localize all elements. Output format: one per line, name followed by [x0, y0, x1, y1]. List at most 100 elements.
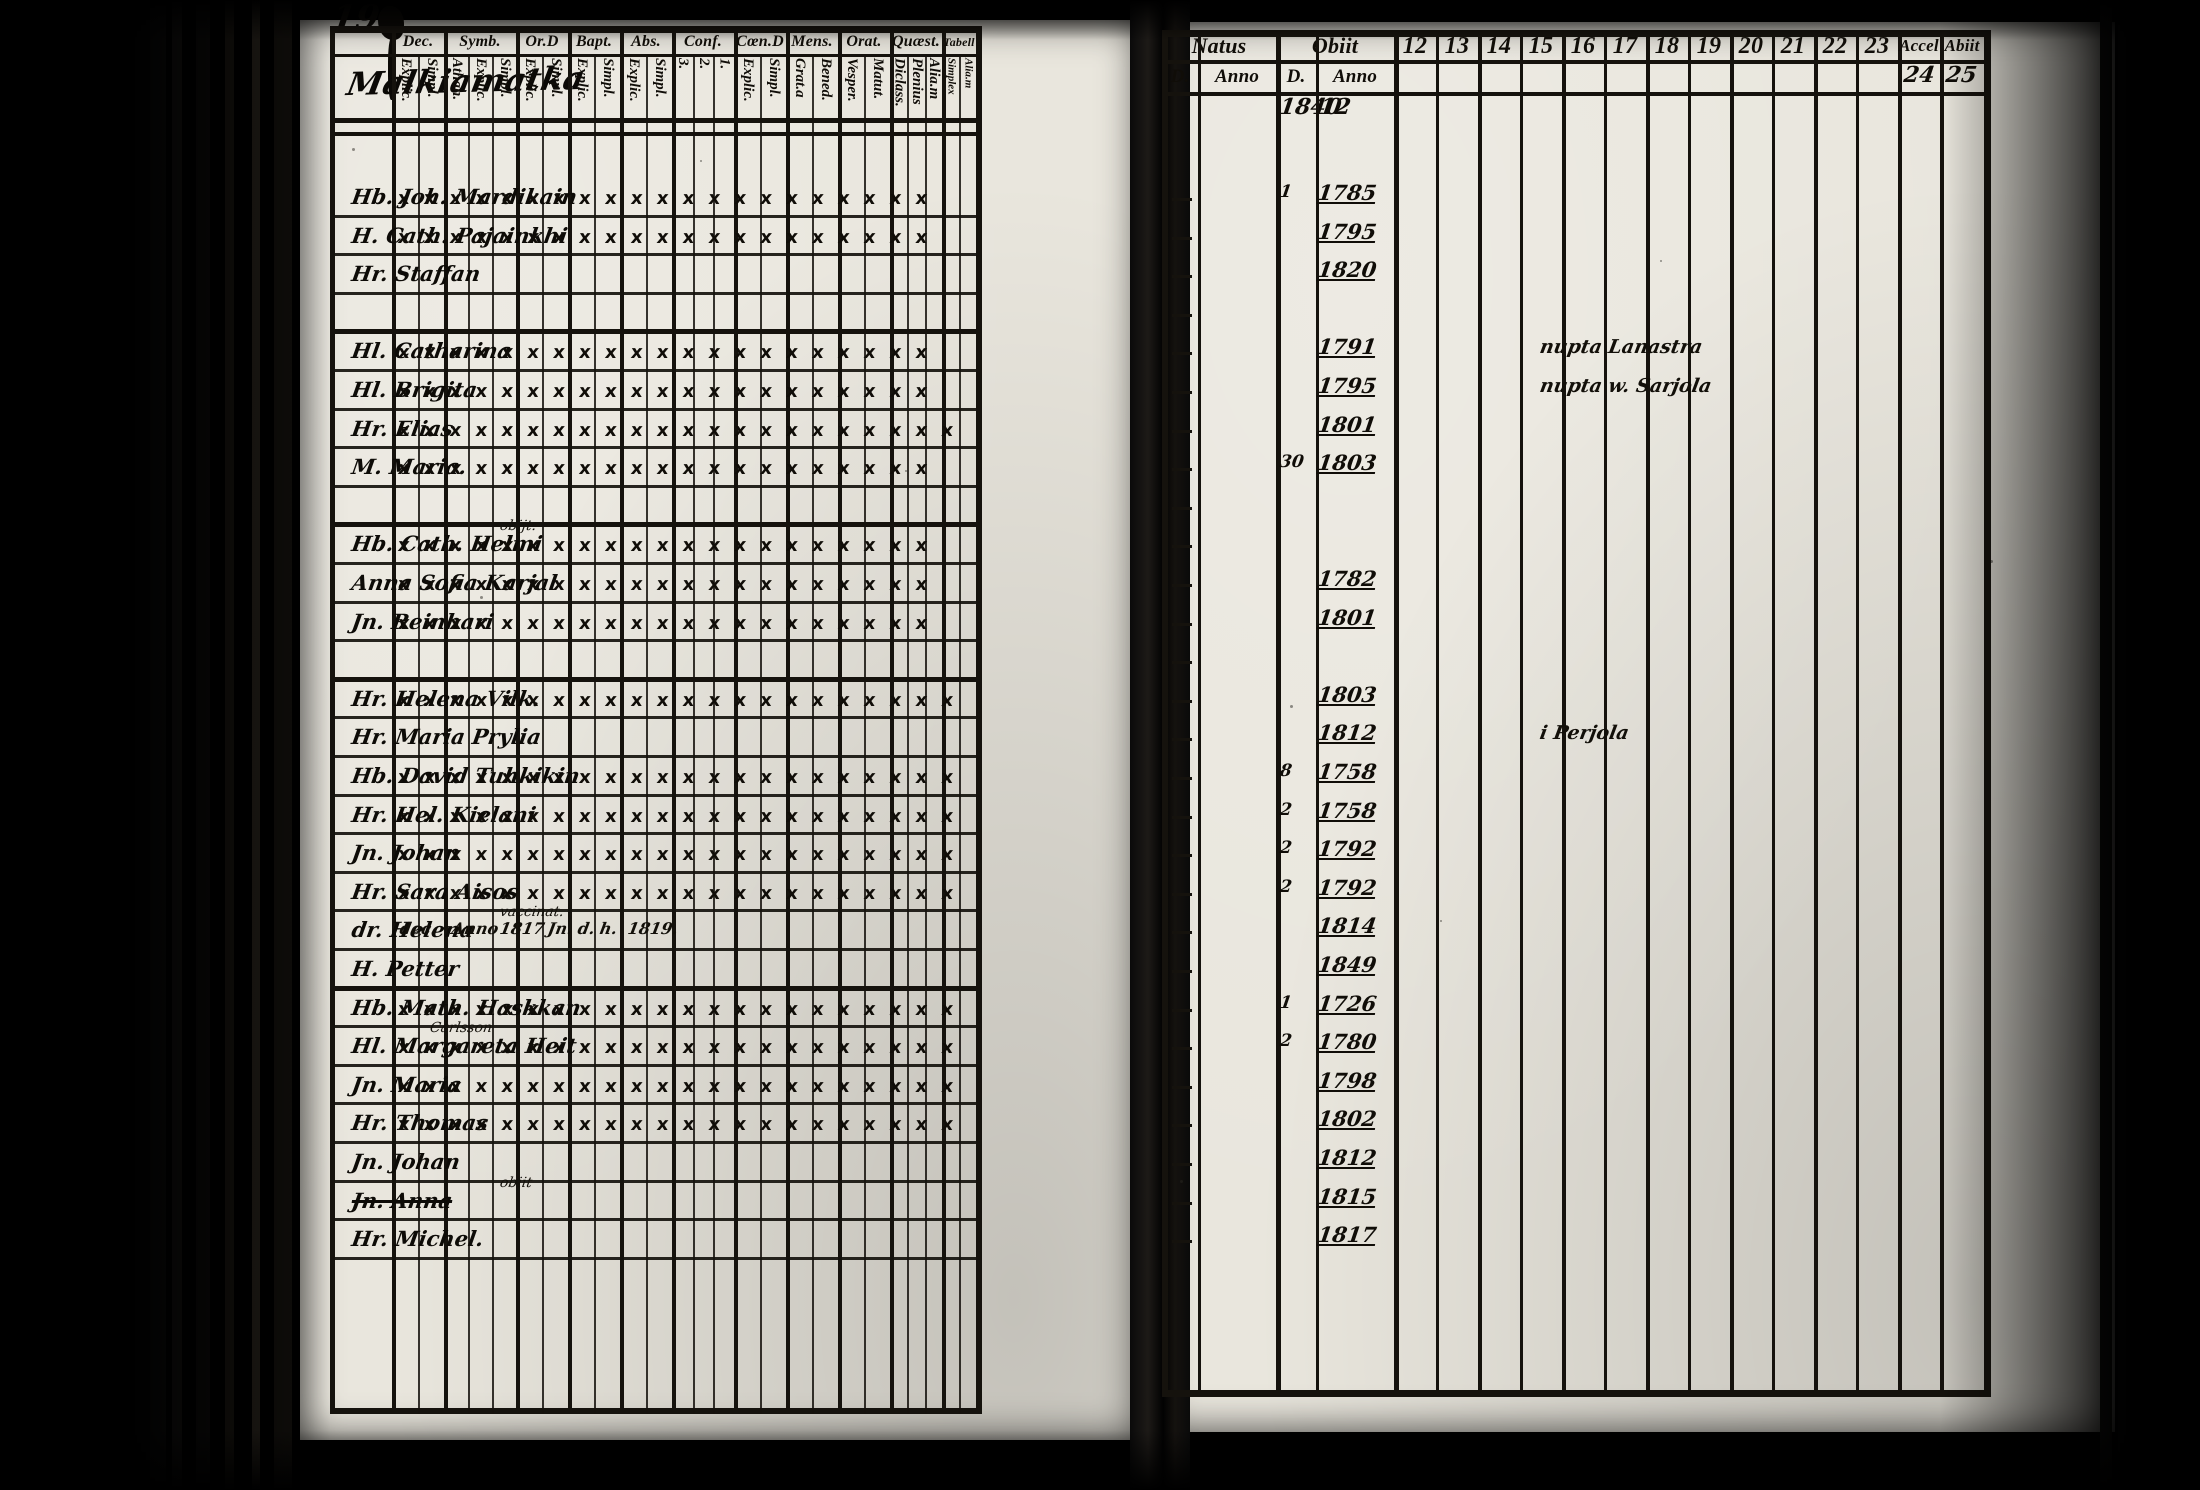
row-natus-dash-15: [1172, 777, 1192, 780]
table-right-border: [976, 26, 982, 1414]
row-rule-18: [334, 909, 976, 913]
column-subheader-Orat-1: Matut.: [869, 58, 886, 100]
row-natus-dash-1: [1172, 236, 1192, 240]
binding-board-left-inner: [150, 0, 166, 1490]
row-natus-dash-6: [1172, 429, 1192, 433]
paper-speck-8: [1180, 1180, 1183, 1183]
row-attendance-marks-23: x x x x x x x x x x x x x x x x x x x x …: [396, 1075, 959, 1097]
row-birth-year-5: 1795: [1316, 373, 1379, 398]
column-subheader-Bapt-0: Explic.: [573, 58, 590, 102]
column-subheader-Tabell-0: Simplex: [945, 58, 958, 95]
row-birth-year-0: 1785: [1316, 180, 1379, 205]
column-subheader-Tabell-1: Alia.m: [962, 58, 975, 89]
row-attendance-marks-16: x x x x x x x x x x x x x x x x x x x x …: [396, 805, 959, 827]
row-name-14: Hr. Maria Prylia: [350, 724, 544, 750]
row-natus-dash-13: [1172, 699, 1192, 703]
row-rule-7: [334, 484, 976, 488]
sub-divider-6-1: [760, 54, 762, 1414]
row-attendance-marks-18: x x x x x x x x x x x x x x x x x x x x …: [396, 882, 959, 904]
sub-divider-2-1: [542, 54, 544, 1414]
row-attendance-marks-1: x x x x x x x x x x x x x x x x x x x x …: [396, 226, 933, 248]
right-tail-value-abiit: 25: [1944, 62, 1979, 88]
right-table-bottom-border: [1162, 1390, 1984, 1397]
right-structural-divider-0: [1198, 30, 1201, 1397]
row-attendance-marks-15: x x x x x x x x x x x x x x x x x x x x …: [396, 767, 959, 788]
row-natus-dash-19: [1172, 931, 1192, 935]
row-special-note-19-2: 1817: [498, 919, 547, 939]
row-rule-2: [334, 291, 976, 295]
year-divider-11: [1856, 30, 1859, 1397]
row-birth-year-4: 1791: [1316, 334, 1379, 360]
right-page-note-1: nupta w. Sarjola: [1538, 375, 1714, 397]
row-natus-dash-14: [1172, 738, 1192, 742]
right-header-year-18: 18: [1654, 32, 1680, 59]
year-divider-8: [1730, 30, 1734, 1397]
row-rule-9: [334, 562, 976, 565]
tail-divider-1: [1940, 30, 1944, 1397]
row-rule-19: [334, 948, 976, 951]
column-subheader-Quæst-0: Diclass.: [891, 58, 908, 107]
right-header-year-23: 23: [1864, 32, 1890, 59]
row-rule-4: [334, 369, 976, 372]
column-group-header-Mens: Mens.: [791, 33, 833, 50]
row-birth-year-27: 1817: [1316, 1222, 1379, 1248]
row-annotation-26: obiit: [498, 1174, 534, 1191]
row-special-note-19-1: Anno: [450, 919, 501, 939]
row-special-note-19-3: Jn.: [546, 919, 575, 939]
row-rule-11: [334, 639, 976, 643]
row-name-26: Jn. Anna: [350, 1187, 455, 1213]
right-table-right-border: [1984, 30, 1991, 1397]
obiit-written-1: 12: [1318, 94, 1353, 120]
row-birth-year-17: 1792: [1316, 836, 1379, 862]
row-rule-26: [334, 1218, 976, 1222]
row-rule-13: [334, 716, 976, 720]
paper-speck-5: [1660, 260, 1662, 262]
sub-divider-9-1: [907, 54, 910, 1414]
row-natus-dash-11: [1172, 622, 1192, 626]
row-natus-dash-25: [1172, 1163, 1192, 1166]
row-attendance-marks-21: x x x x x x x x x x x x x x x x x x x x …: [396, 998, 959, 1020]
column-group-header-Orat: Orat.: [846, 33, 882, 50]
right-subheader-natus-1: Anno: [1214, 65, 1260, 87]
right-header-year-21: 21: [1780, 32, 1806, 59]
row-natus-dash-9: [1172, 545, 1192, 549]
row-natus-dash-16: [1172, 815, 1192, 819]
paper-speck-4: [1290, 705, 1293, 708]
row-birth-year-6: 1801: [1316, 411, 1379, 437]
right-header-natus: Natus: [1191, 33, 1247, 58]
column-group-header-Conf: Conf.: [684, 33, 722, 50]
binding-board-left: [0, 0, 150, 1490]
right-header-accel: Accel: [1899, 35, 1939, 55]
row-natus-dash-12: [1172, 661, 1192, 665]
column-subheader-Symb-2: Simpl.: [496, 58, 513, 98]
row-birth-year-22: 1780: [1316, 1029, 1379, 1055]
sub-divider-9-2: [924, 54, 927, 1414]
row-rule-17: [334, 870, 976, 874]
year-divider-7: [1688, 30, 1691, 1397]
column-subheader-Bapt-1: Simpl.: [599, 58, 616, 98]
row-attendance-marks-24: x x x x x x x x x x x x x x x x x x x x …: [396, 1114, 959, 1136]
sub-divider-8-1: [864, 54, 866, 1414]
right-header-year-17: 17: [1612, 32, 1638, 59]
right-page-paper: [1155, 22, 2115, 1432]
row-natus-dash-5: [1172, 391, 1192, 394]
subheader-bottom-border: [330, 118, 976, 123]
row-attendance-marks-10: x x x x x x x x x x x x x x x x x x x x …: [396, 574, 933, 595]
paper-speck-9: [1440, 920, 1442, 922]
row-birth-year-19: 1814: [1316, 913, 1379, 939]
column-group-header-Quæst: Quæst.: [892, 33, 940, 50]
binding-edge-right: [2100, 0, 2112, 1490]
row-birth-year-23: 1798: [1316, 1067, 1379, 1093]
column-subheader-OrD-0: Explic.: [521, 58, 538, 102]
row-name-25: Jn. Johan: [350, 1149, 462, 1174]
row-name-20: H. Petter: [350, 956, 461, 981]
sub-divider-4-1: [646, 54, 648, 1414]
column-group-header-Abs: Abs.: [631, 33, 661, 50]
row-attendance-marks-17: x x x x x x x x x x x x x x x x x x x x …: [396, 844, 959, 866]
spine-gutter: [1130, 0, 1190, 1490]
row-attendance-marks-11: x x x x x x x x x x x x x x x x x x x x …: [396, 612, 933, 634]
column-subheader-Conf-0: 3.: [675, 58, 692, 70]
row-attendance-marks-7: x x x x x x x x x x x x x x x x x x x x …: [396, 458, 933, 480]
tail-divider-0: [1898, 30, 1902, 1397]
row-birth-day-7: 30: [1278, 452, 1306, 473]
